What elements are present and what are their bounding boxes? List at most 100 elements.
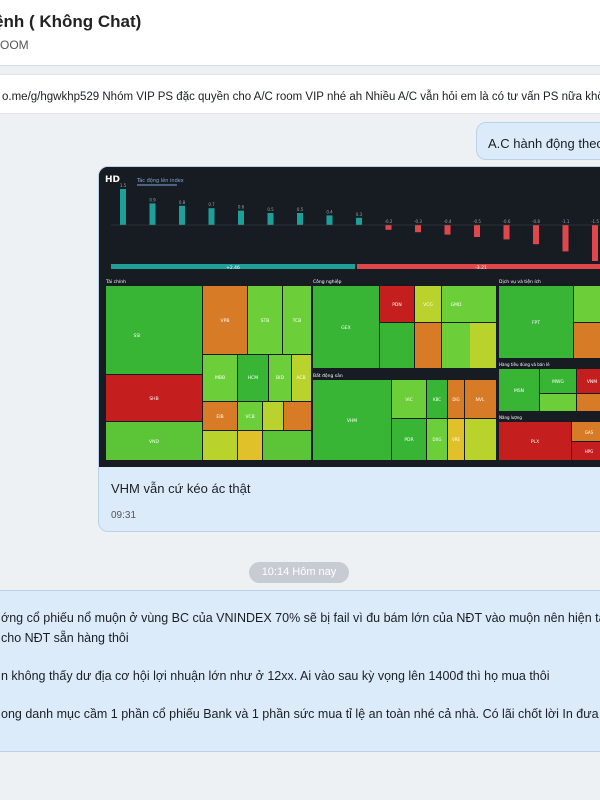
negative-impact-bar xyxy=(357,264,600,269)
tile-eib xyxy=(203,402,237,430)
tile-label-vnd: VND xyxy=(149,439,159,445)
incoming-message-bubble[interactable]: HD Tác động lên index 1.5 0.9 0.8 0.7 0.6 0.5… xyxy=(98,166,600,532)
impact-bar xyxy=(385,225,392,230)
market-heatmap-image[interactable]: HD Tác động lên index 1.5 0.9 0.8 0.7 0.6 0.5… xyxy=(99,167,600,467)
tile-small-f4 xyxy=(238,431,262,460)
tile-label-vnm: VNM xyxy=(587,379,597,385)
impact-bar-label: -0.4 xyxy=(444,219,452,224)
impact-bar xyxy=(208,208,215,225)
positive-impact-bar xyxy=(111,264,355,269)
tile-label-mwg: MWG xyxy=(552,379,564,385)
tile-gex xyxy=(313,286,379,368)
impact-bar-label: -0.6 xyxy=(503,219,511,224)
tile-label-hpg: HPG xyxy=(585,449,594,454)
tile-mwg xyxy=(540,369,576,393)
tile-kbc xyxy=(427,380,447,418)
tile-vre xyxy=(448,419,464,460)
tile-label-msn: MSN xyxy=(514,388,524,394)
tile-small-f3 xyxy=(203,431,237,460)
tile-label-vhm: VHM xyxy=(347,418,357,424)
tile-dxg xyxy=(427,419,447,460)
incoming-message-text: VHM vẫn cứ kéo ác thật xyxy=(111,481,251,496)
message-line: ong danh mục cầm 1 phần cổ phiếu Bank và… xyxy=(1,707,599,721)
tile-small-f1 xyxy=(263,402,283,430)
impact-bar-label: 0.5 xyxy=(267,207,274,212)
chat-title[interactable]: ệnh ( Không Chat) xyxy=(0,12,142,31)
tile-label-gas: GAS xyxy=(585,430,594,435)
impact-bar-label: 1.5 xyxy=(120,183,127,188)
outgoing-message-bubble[interactable]: A.C hành động theo xyxy=(476,122,600,160)
impact-bar xyxy=(297,213,303,225)
tile-label-dxg: DXG xyxy=(433,437,442,442)
tile-label-bid: BID xyxy=(276,375,284,381)
tile-label-vcg: VCG xyxy=(423,302,433,308)
tile-vnd xyxy=(106,422,202,460)
tile-nvl xyxy=(465,380,496,418)
impact-bar xyxy=(562,225,569,252)
tile-label-gmd: GMD xyxy=(451,302,462,308)
tile-label-hcm: HCM xyxy=(248,375,259,381)
tile-label-plx: PLX xyxy=(531,439,539,445)
impact-bar-label: -1.1 xyxy=(562,219,570,224)
pinned-message[interactable]: o.me/g/hgwkhp529 Nhóm VIP PS đặc quyền c… xyxy=(0,74,600,114)
impact-bar-label: 0.6 xyxy=(238,205,245,210)
pinned-message-text: o.me/g/hgwkhp529 Nhóm VIP PS đặc quyền c… xyxy=(2,91,600,103)
tile-hcm xyxy=(238,355,268,401)
last-message-bubble[interactable]: ớng cổ phiếu nổ muộn ở vùng BC của VNIND… xyxy=(0,590,600,752)
negative-impact-value: -3.21 xyxy=(475,265,487,271)
tile-vcg xyxy=(415,286,441,322)
incoming-message-time: 09:31 xyxy=(111,510,137,521)
impact-bar xyxy=(149,203,156,225)
impact-bar xyxy=(592,225,598,261)
sector-label-finance: Tài chính xyxy=(105,278,126,285)
tile-label-kbc: KBC xyxy=(433,397,441,402)
impact-bar-label: 0.4 xyxy=(326,209,333,214)
tile-bid xyxy=(269,355,291,401)
tile-label-fpt: FPT xyxy=(532,320,540,326)
message-line: ớng cổ phiếu nổ muộn ở vùng BC của VNIND… xyxy=(1,611,600,625)
tile-label-dig: DIG xyxy=(452,397,459,402)
tile-pdn xyxy=(380,286,414,322)
tile-industrial-5 xyxy=(380,323,414,368)
tile-consumer-4 xyxy=(540,394,576,411)
tile-label-shb: SHB xyxy=(149,396,158,402)
sector-label-consumer: Hàng tiêu dùng và bán lẻ xyxy=(499,362,550,367)
tile-label-tcb: TCB xyxy=(292,318,302,324)
heatmap-svg: HD Tác động lên index 1.5 0.9 0.8 0.7 0.6 0.5… xyxy=(99,167,600,467)
tile-vhm xyxy=(313,380,391,460)
tile-small-f2 xyxy=(284,402,311,430)
date-separator: 10:14 Hôm nay xyxy=(249,562,349,583)
heatmap-logo: HD xyxy=(105,175,120,185)
impact-bar-label: 0.8 xyxy=(179,200,186,205)
tile-label-stb: STB xyxy=(261,318,270,324)
tile-mbb xyxy=(203,355,237,401)
impact-bar-label: 0.5 xyxy=(297,207,304,212)
tile-hpg xyxy=(572,442,600,460)
impact-bar-label: 0.7 xyxy=(208,202,215,207)
message-line: n không thấy dư địa cơ hội lợi nhuận lớn… xyxy=(1,669,550,683)
tile-vpb xyxy=(203,286,247,354)
tile-label-ssi: SSI xyxy=(133,333,140,339)
tile-label-acb: ACB xyxy=(296,375,305,381)
tile-fpt xyxy=(499,286,573,358)
sector-label-services: Dịch vụ và tiện ích xyxy=(499,278,541,285)
tile-gmd xyxy=(442,286,470,322)
tile-vcb xyxy=(238,402,262,430)
sector-label-energy: Năng lượng xyxy=(499,415,522,420)
tile-tcb xyxy=(283,286,311,354)
tile-label-vre: VRE xyxy=(452,437,461,442)
tile-small-f5 xyxy=(263,431,311,460)
tile-label-vpb: VPB xyxy=(221,318,230,324)
chat-background-strip xyxy=(0,762,600,800)
impact-bar-label: -0.5 xyxy=(473,219,481,224)
impact-bar-label: -1.5 xyxy=(591,219,599,224)
tile-gas xyxy=(572,422,600,441)
tile-ssi xyxy=(106,286,202,374)
tile-label-gex: GEX xyxy=(341,325,350,331)
tile-label-mbb: MBB xyxy=(215,375,225,381)
tile-consumer-5 xyxy=(577,394,600,411)
impact-bar xyxy=(474,225,480,237)
tile-dig xyxy=(448,380,464,418)
positive-impact-value: +2.46 xyxy=(226,265,240,271)
heatmap-tab-label: Tác động lên index xyxy=(136,177,184,184)
